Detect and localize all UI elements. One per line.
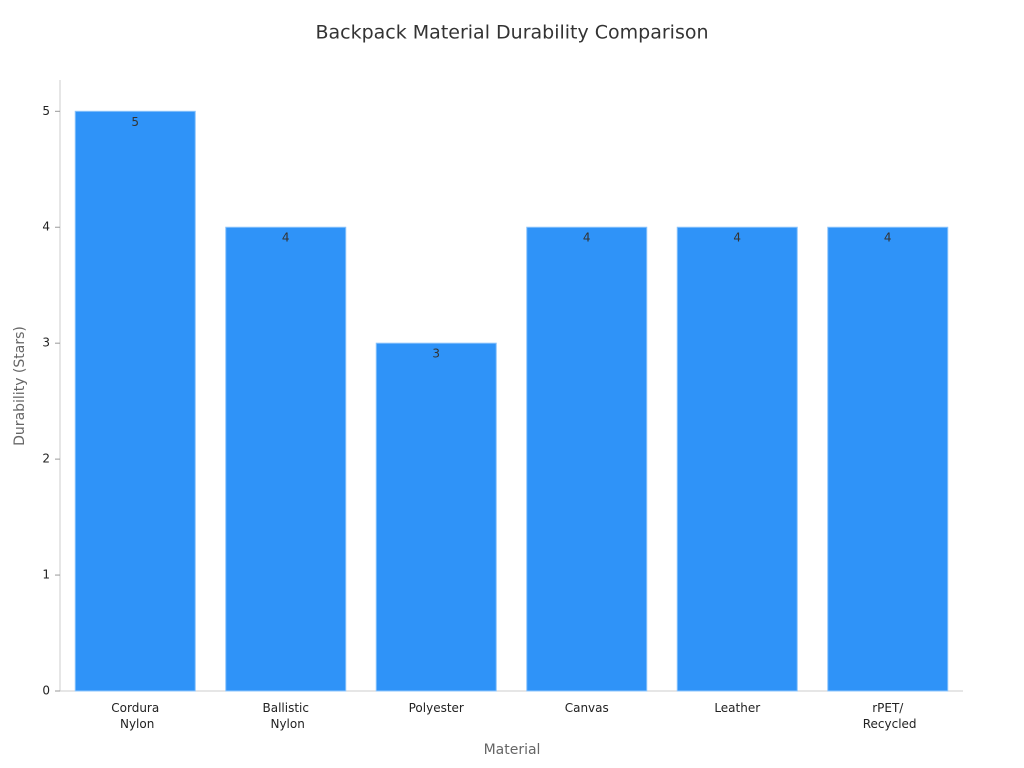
y-tick-label: 4 bbox=[42, 220, 50, 234]
y-tick-label: 2 bbox=[42, 452, 50, 466]
y-tick-label: 0 bbox=[42, 684, 50, 698]
y-tick-label: 1 bbox=[42, 568, 50, 582]
x-tick-label: Polyester bbox=[409, 701, 464, 715]
value-label: 4 bbox=[884, 231, 892, 245]
bar bbox=[526, 226, 648, 692]
y-axis-label: Durability (Stars) bbox=[12, 326, 28, 446]
value-label: 4 bbox=[733, 231, 741, 245]
x-tick-label: Canvas bbox=[565, 701, 609, 715]
value-label: 4 bbox=[583, 231, 591, 245]
value-label: 3 bbox=[432, 347, 440, 361]
y-tick-label: 3 bbox=[42, 336, 50, 350]
bar bbox=[225, 226, 347, 692]
x-tick-label: Ballistic Nylon bbox=[263, 701, 309, 731]
x-axis-label: Material bbox=[484, 742, 541, 758]
bar bbox=[827, 226, 949, 692]
y-tick-label: 5 bbox=[42, 104, 50, 118]
bar bbox=[74, 110, 196, 692]
value-label: 4 bbox=[282, 231, 290, 245]
x-tick-label: rPET/ Recycled bbox=[859, 701, 917, 731]
bar bbox=[375, 342, 497, 692]
chart-title: Backpack Material Durability Comparison bbox=[315, 22, 708, 44]
x-tick-label: Cordura Nylon bbox=[111, 701, 159, 731]
x-tick-label: Leather bbox=[714, 701, 760, 715]
value-label: 5 bbox=[131, 115, 139, 129]
bar bbox=[676, 226, 798, 692]
